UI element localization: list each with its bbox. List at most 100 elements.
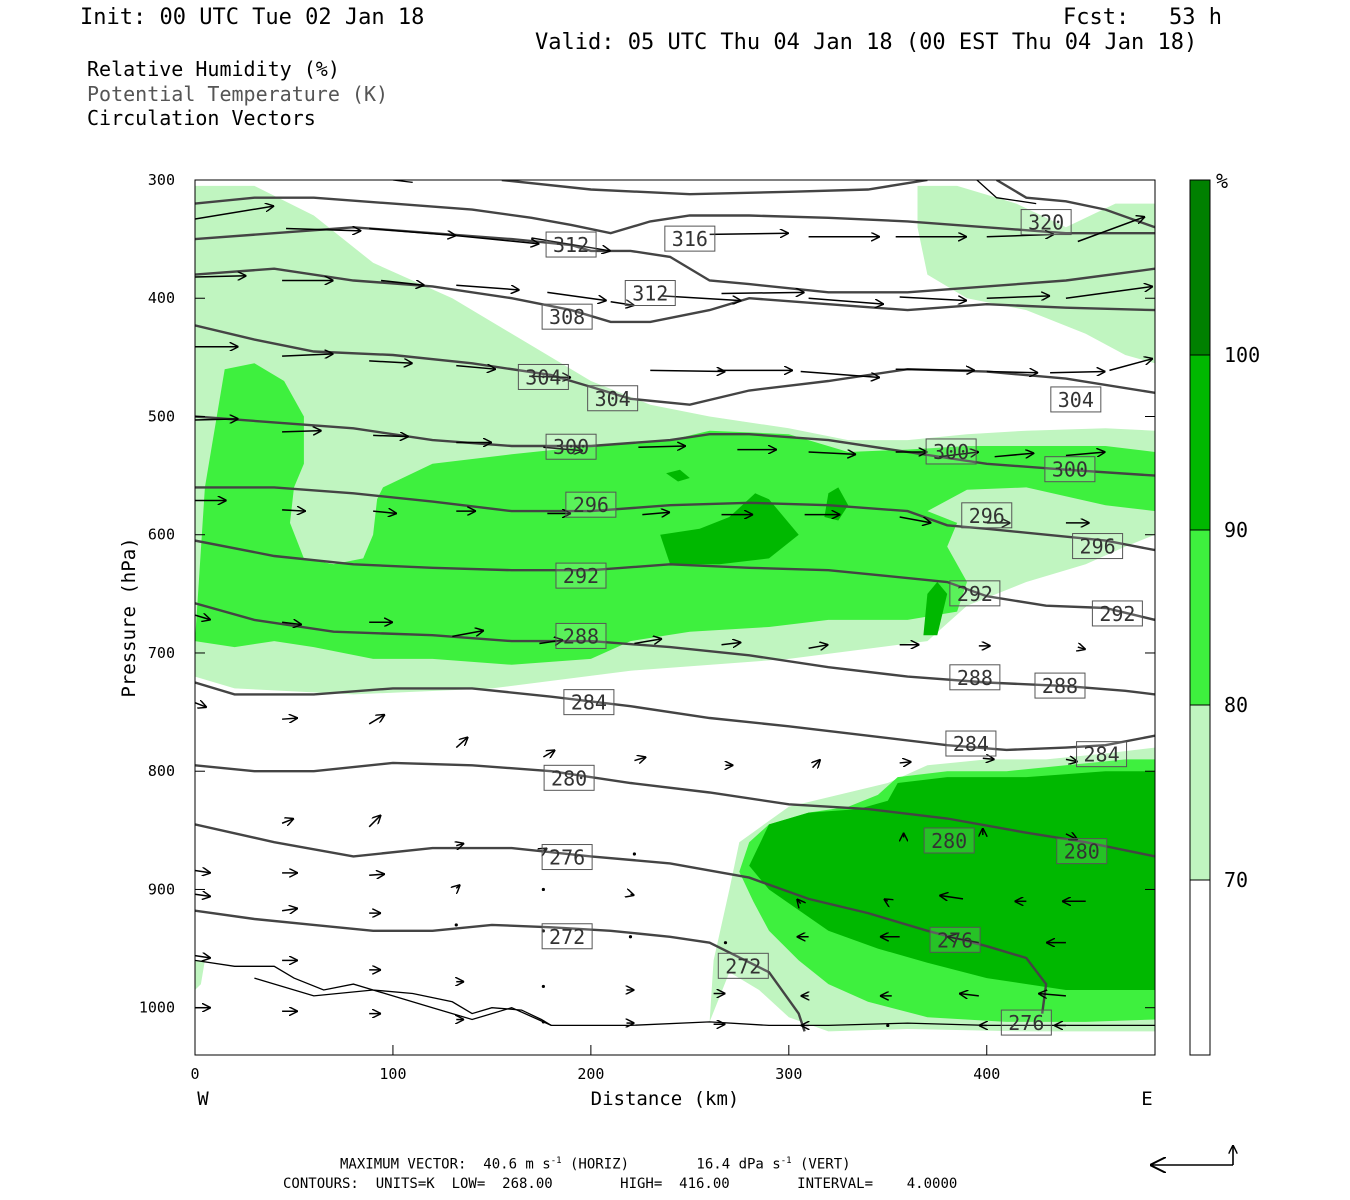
circulation-vector [986, 372, 1038, 373]
circulation-vector [638, 446, 686, 447]
circulation-vector [455, 737, 468, 749]
svg-text:292: 292 [957, 582, 993, 606]
contour-label: 312 [545, 231, 597, 258]
colorbar-level-label: 90 [1224, 518, 1248, 542]
max-vector-suffix: (VERT) [791, 1156, 851, 1173]
circulation-vector [808, 297, 884, 304]
vector-key-arrow-icon [1150, 1145, 1233, 1165]
rh-region [749, 771, 1155, 990]
circulation-vector [721, 292, 805, 293]
contour-label: 300 [545, 433, 597, 460]
svg-text:272: 272 [549, 925, 585, 949]
circulation-vector [281, 908, 298, 910]
circulation-vector [899, 516, 932, 523]
circulation-vector [650, 370, 725, 371]
theta-contour-line [195, 415, 1155, 477]
x-tick-label: 200 [577, 1065, 604, 1083]
unit-exponent: -1 [550, 1156, 562, 1166]
svg-text:304: 304 [1058, 388, 1094, 412]
svg-text:276: 276 [549, 846, 585, 870]
rh-fill-layer [195, 185, 1155, 1032]
circulation-vector [630, 894, 634, 895]
svg-text:300: 300 [933, 440, 969, 464]
circulation-vector [800, 370, 880, 378]
rh-region [195, 363, 1155, 665]
x-tick-label: 100 [379, 1065, 406, 1083]
circulation-vector [628, 935, 633, 939]
theta-contour-line [995, 180, 1155, 229]
contour-label: 292 [1091, 600, 1143, 627]
circulation-vector [1109, 359, 1153, 372]
circulation-vector [195, 615, 211, 620]
contour-label: 320 [1020, 209, 1072, 236]
circulation-vector [886, 1023, 890, 1028]
circulation-vector [454, 923, 458, 927]
circulation-vector [721, 642, 742, 644]
circulation-vector [380, 279, 425, 286]
circulation-vector [456, 843, 464, 845]
circulation-vector [373, 511, 397, 513]
svg-text:300: 300 [553, 435, 589, 459]
circulation-vector [195, 419, 239, 420]
circulation-vector [281, 819, 294, 824]
circulation-vector [642, 512, 670, 514]
circulation-vector [195, 206, 274, 220]
y-tick-label: 900 [148, 880, 175, 898]
circulation-vector [723, 941, 728, 945]
y-tick-label: 400 [148, 289, 175, 307]
svg-text:304: 304 [525, 365, 561, 389]
circulation-vector [994, 453, 1035, 457]
svg-text:288: 288 [1042, 674, 1078, 698]
contour-label: 304 [1050, 386, 1102, 413]
contour-label: 292 [949, 580, 1001, 607]
contour-label: 296 [961, 502, 1013, 529]
max-vector-mid: (HORIZ) 16.4 dPa s [561, 1156, 781, 1173]
colorbar-unit: % [1216, 169, 1228, 193]
colorbar: % 100 90 80 70 [1189, 169, 1260, 1056]
circulation-vector-layer [195, 206, 1153, 1027]
theta-contour-line [195, 196, 1155, 235]
circulation-vector [884, 899, 888, 901]
y-tick-label: 800 [148, 762, 175, 780]
circulation-vector [610, 302, 635, 306]
forecast-hour: Fcst: 53 h [1063, 5, 1222, 30]
contour-label: 280 [543, 764, 595, 791]
svg-text:296: 296 [969, 504, 1005, 528]
x-axis-title: Distance (km) [591, 1088, 740, 1110]
circulation-vector [195, 276, 246, 277]
contour-label: 276 [929, 926, 981, 953]
svg-text:284: 284 [953, 732, 989, 756]
contour-label: 284 [563, 689, 615, 716]
circulation-vector [899, 762, 912, 763]
west-label: W [197, 1088, 209, 1110]
theta-contour-line [195, 602, 1155, 696]
circulation-vector [982, 758, 995, 759]
contour-label: 280 [923, 827, 975, 854]
circulation-vector [1065, 286, 1153, 299]
theta-contour-line [195, 681, 1155, 752]
contour-label: 296 [1072, 533, 1124, 560]
legend-theta: Potential Temperature (K) [87, 82, 389, 106]
circulation-vector [282, 431, 322, 432]
circulation-vector [543, 447, 583, 451]
svg-text:316: 316 [672, 227, 708, 251]
circulation-vector [369, 361, 413, 363]
circulation-vector [899, 297, 967, 301]
circulation-vector [369, 227, 456, 235]
theta-contour-line [195, 267, 1155, 324]
theta-contour-line [254, 977, 552, 1026]
circulation-vector [1065, 759, 1078, 761]
circulation-vector [456, 366, 496, 370]
theta-contour-layer [195, 180, 1155, 1032]
circulation-vector [1078, 647, 1086, 649]
circulation-vector [531, 237, 610, 251]
theta-contour-line [501, 180, 928, 196]
circulation-vector [282, 354, 333, 356]
colorbar-segment [1189, 704, 1211, 881]
theta-contour-line [195, 823, 1048, 1014]
svg-text:284: 284 [571, 691, 607, 715]
circulation-vector [797, 899, 801, 904]
contour-label: 284 [1076, 741, 1128, 768]
